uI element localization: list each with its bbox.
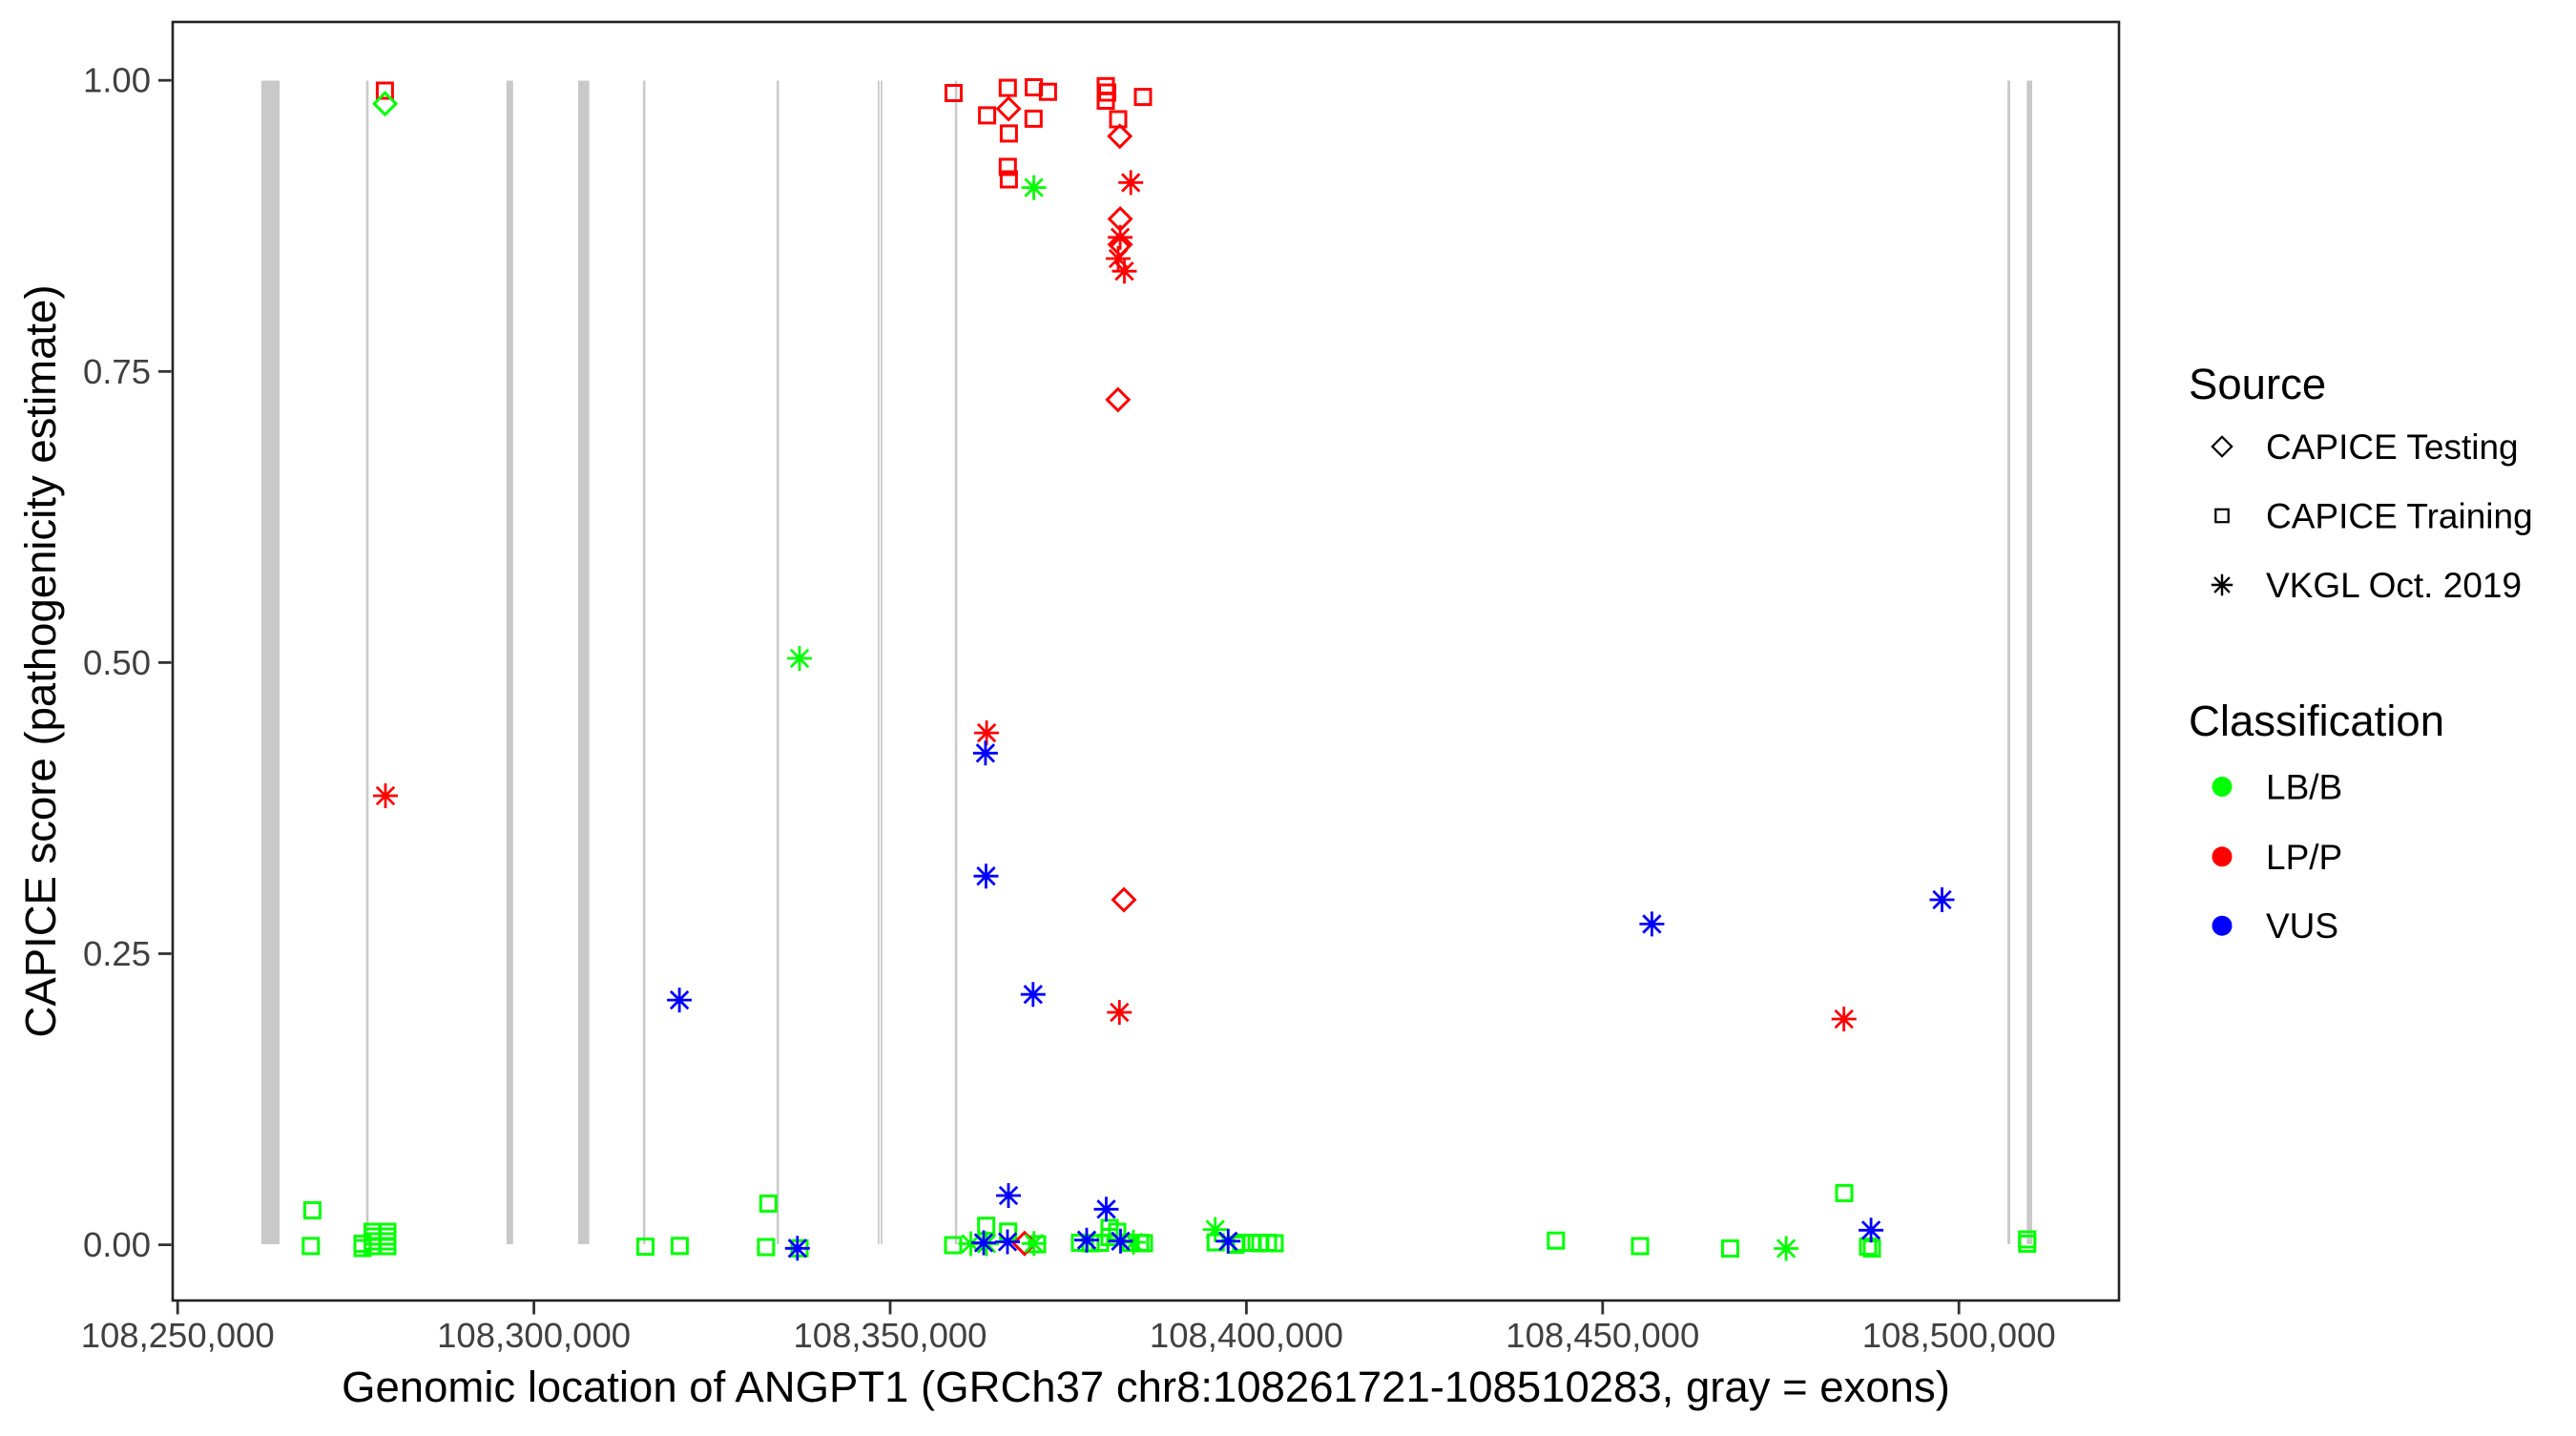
svg-text:0.25: 0.25 [83, 934, 151, 973]
svg-text:108,500,000: 108,500,000 [1862, 1316, 2056, 1355]
svg-text:Classification: Classification [2189, 697, 2444, 745]
svg-text:108,250,000: 108,250,000 [81, 1316, 275, 1355]
svg-text:108,350,000: 108,350,000 [794, 1316, 987, 1355]
svg-text:CAPICE Testing: CAPICE Testing [2266, 427, 2519, 467]
svg-text:Genomic location of ANGPT1 (GR: Genomic location of ANGPT1 (GRCh37 chr8:… [342, 1363, 1950, 1411]
svg-text:VKGL Oct. 2019: VKGL Oct. 2019 [2266, 566, 2522, 605]
svg-text:VUS: VUS [2266, 906, 2338, 946]
svg-text:108,300,000: 108,300,000 [437, 1316, 631, 1355]
svg-text:0.00: 0.00 [83, 1225, 151, 1264]
svg-text:Source: Source [2189, 360, 2326, 408]
svg-text:0.75: 0.75 [83, 352, 151, 391]
svg-text:LB/B: LB/B [2266, 767, 2342, 806]
svg-text:108,450,000: 108,450,000 [1506, 1316, 1699, 1355]
svg-text:1.00: 1.00 [83, 61, 151, 100]
svg-text:0.50: 0.50 [83, 643, 151, 682]
svg-text:LP/P: LP/P [2266, 838, 2342, 877]
svg-text:108,400,000: 108,400,000 [1150, 1316, 1343, 1355]
svg-text:CAPICE Training: CAPICE Training [2266, 497, 2533, 536]
svg-text:CAPICE score (pathogenicity es: CAPICE score (pathogenicity estimate) [16, 285, 65, 1038]
